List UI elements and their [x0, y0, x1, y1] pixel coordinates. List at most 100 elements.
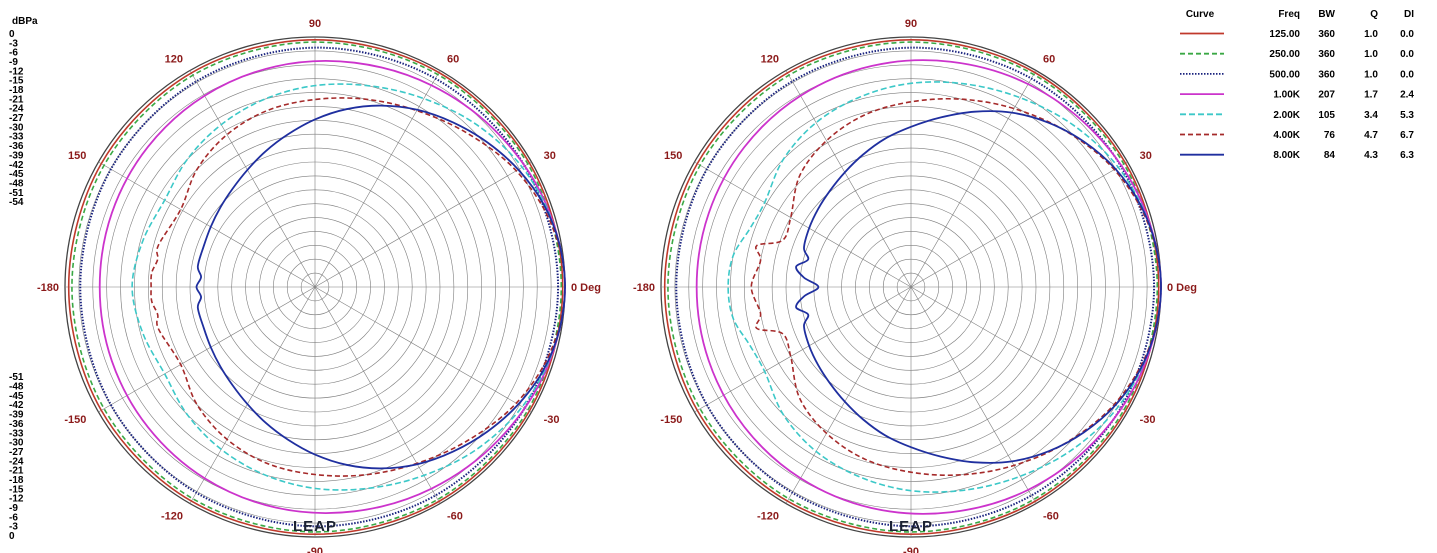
grid-spoke: [910, 161, 1128, 288]
leap-watermark: LEAP: [293, 518, 337, 535]
angle-label: -120: [757, 511, 779, 523]
series-6-curve: [150, 97, 566, 477]
grid-spoke: [98, 286, 316, 413]
angle-label: 120: [761, 53, 779, 65]
legend-q: 1.7: [1364, 90, 1378, 101]
y-tick-label: -21: [9, 94, 24, 105]
legend-bw: 105: [1318, 110, 1335, 121]
angle-label: 30: [544, 150, 556, 162]
legend-bw: 76: [1324, 130, 1336, 141]
series-4-curve: [695, 59, 1162, 515]
y-tick-label: -45: [9, 391, 24, 402]
legend-di: 6.7: [1400, 130, 1414, 141]
y-tick-label: -42: [9, 160, 24, 171]
angle-label: 0 Deg: [571, 282, 601, 294]
legend-bw: 360: [1318, 69, 1335, 80]
angle-label: 0 Deg: [1167, 282, 1197, 294]
grid-spoke: [785, 286, 912, 504]
legend-header: Q: [1370, 9, 1378, 20]
legend-di: 6.3: [1400, 150, 1414, 161]
legend-q: 4.3: [1364, 150, 1378, 161]
legend-freq: 4.00K: [1273, 130, 1300, 141]
angle-label: 60: [1043, 53, 1055, 65]
db-axis: dBPa0-3-6-9-12-15-18-21-24-27-30-33-36-3…: [9, 16, 38, 542]
polar-grid: [64, 36, 566, 538]
legend-di: 0.0: [1400, 49, 1414, 60]
angle-label: 150: [68, 150, 86, 162]
angle-label: -60: [1043, 511, 1059, 523]
grid-spoke: [694, 161, 912, 288]
legend-freq: 8.00K: [1273, 150, 1300, 161]
angle-label: -90: [903, 546, 919, 553]
series-5-curve: [727, 81, 1162, 493]
legend-header: Freq: [1278, 9, 1300, 20]
y-tick-label: -18: [9, 85, 24, 96]
legend-q: 1.0: [1364, 69, 1378, 80]
legend-bw: 360: [1318, 49, 1335, 60]
grid-spoke: [189, 70, 316, 288]
legend-freq: 125.00: [1269, 29, 1300, 40]
grid-spoke: [189, 286, 316, 504]
angle-label: -120: [161, 511, 183, 523]
series-2-curve: [667, 41, 1159, 533]
y-tick-label: -33: [9, 132, 24, 143]
y-tick-label: -51: [9, 372, 24, 383]
series-3-curve: [79, 46, 560, 528]
legend-q: 3.4: [1364, 110, 1378, 121]
angle-label: -150: [660, 414, 682, 426]
series-5-curve: [131, 83, 566, 491]
legend-q: 4.7: [1364, 130, 1378, 141]
grid-spoke: [314, 286, 441, 504]
angle-label: -30: [544, 414, 560, 426]
y-tick-label: -33: [9, 428, 24, 439]
legend-bw: 84: [1324, 150, 1336, 161]
y-tick-label: -30: [9, 438, 24, 449]
y-tick-label: -48: [9, 178, 24, 189]
legend-q: 1.0: [1364, 29, 1378, 40]
y-tick-label: -27: [9, 447, 24, 458]
leap-watermark: LEAP: [889, 518, 933, 535]
y-tick-label: -36: [9, 419, 24, 430]
legend-freq: 250.00: [1269, 49, 1300, 60]
angle-labels: 0 Deg 30 60 90 120 150 -180 -150 -120 -90 -60 -30: [37, 18, 601, 553]
grid-spoke: [314, 161, 532, 288]
y-tick-label: 0: [9, 29, 15, 40]
angle-label: 90: [309, 18, 321, 30]
angle-label: 30: [1140, 150, 1152, 162]
grid-spoke: [785, 70, 912, 288]
angle-label: -150: [64, 414, 86, 426]
grid-spoke: [314, 286, 532, 413]
y-axis-label: dBPa: [12, 16, 38, 27]
legend-di: 0.0: [1400, 29, 1414, 40]
angle-label: -180: [633, 282, 655, 294]
legend-di: 5.3: [1400, 110, 1414, 121]
y-tick-label: -36: [9, 141, 24, 152]
y-tick-label: -9: [9, 57, 18, 68]
series-7-curve: [195, 104, 566, 470]
y-tick-label: -54: [9, 197, 24, 208]
series-3-curve: [675, 46, 1156, 528]
y-tick-label: -15: [9, 76, 24, 87]
series-1-curve: [67, 38, 564, 536]
legend-di: 2.4: [1400, 90, 1414, 101]
grid-spoke: [910, 286, 1037, 504]
legend-freq: 2.00K: [1273, 110, 1300, 121]
angle-label: -180: [37, 282, 59, 294]
y-tick-label: -15: [9, 484, 24, 495]
angle-label: -60: [447, 511, 463, 523]
y-tick-label: -51: [9, 188, 24, 199]
angle-label: 90: [905, 18, 917, 30]
legend-bw: 360: [1318, 29, 1335, 40]
grid-spoke: [98, 161, 316, 288]
y-tick-label: -3: [9, 522, 18, 533]
y-tick-label: -48: [9, 382, 24, 393]
y-tick-label: 0: [9, 531, 15, 542]
angle-labels: 0 Deg 30 60 90 120 150 -180 -150 -120 -90 -60 -30: [633, 18, 1197, 553]
y-tick-label: -27: [9, 113, 24, 124]
angle-label: 120: [165, 53, 183, 65]
legend-header: BW: [1318, 9, 1335, 20]
y-tick-label: -18: [9, 475, 24, 486]
y-tick-label: -39: [9, 410, 24, 421]
y-tick-label: -12: [9, 66, 24, 77]
